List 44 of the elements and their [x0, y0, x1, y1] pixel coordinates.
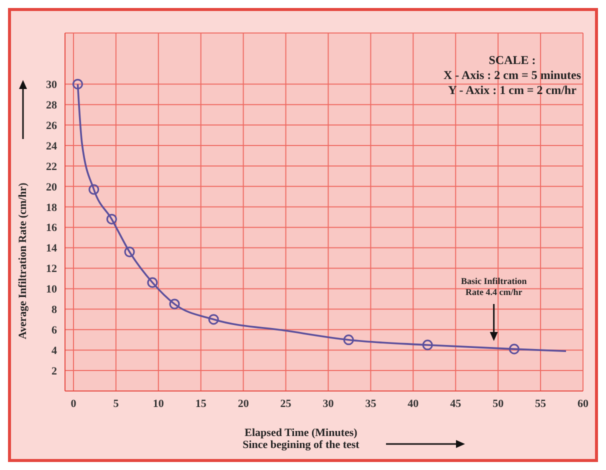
x-tick-label: 55	[535, 398, 547, 410]
x-tick-label: 30	[322, 398, 334, 410]
y-tick-label: 20	[46, 181, 58, 194]
y-tick-label: 10	[46, 284, 58, 296]
point	[72, 78, 84, 90]
y-tick-label: 2	[52, 365, 58, 378]
point	[169, 298, 180, 310]
y-tick-label: 18	[46, 202, 58, 214]
x-tick-label: 5	[113, 398, 120, 410]
point	[106, 214, 118, 224]
y-tick-label: 22	[46, 160, 58, 173]
y-tick-label: 8	[52, 304, 58, 316]
x-tick-label: 25	[280, 398, 292, 410]
x-tick-label: 0	[70, 398, 77, 410]
point	[343, 334, 354, 346]
y-tick-label: 6	[52, 324, 58, 337]
y-tick-label: 12	[46, 263, 58, 276]
annotation: X - Axis : 2 cm = 5 minutes	[444, 68, 581, 83]
x-tick-label: 60	[578, 398, 589, 410]
y-tick-label: 30	[46, 79, 58, 92]
y-tick-label: 14	[46, 242, 58, 255]
point	[147, 277, 158, 288]
annotation: SCALE :	[488, 53, 537, 68]
x-axis-title: Elapsed Time (Minutes) Since begining of the test	[242, 427, 360, 451]
point	[208, 314, 219, 325]
y-tick-label: 24	[46, 140, 58, 152]
y-axis-title: Average Infiltration Rate (cm/hr)	[17, 182, 29, 340]
y-tick-label: 4	[52, 344, 58, 357]
x-tick-label: 50	[492, 398, 504, 410]
x-tick-label: 15	[195, 398, 207, 410]
point	[124, 246, 135, 258]
y-tick-label: 28	[46, 100, 58, 112]
point	[508, 344, 520, 354]
x-tick-label: 45	[450, 398, 462, 410]
annotation: Y - Axix : 1 cm = 2 cm/hr	[447, 83, 578, 98]
x-tick-label: 20	[238, 398, 250, 410]
y-tick-label: 16	[46, 222, 58, 234]
annotation: Basic Infiltration Rate 4.4 cm/hr	[460, 276, 527, 297]
point	[422, 340, 433, 350]
x-tick-label: 10	[152, 398, 164, 410]
point	[88, 184, 100, 195]
y-tick-label: 26	[46, 120, 58, 132]
x-tick-label: 40	[408, 398, 420, 410]
x-tick-label: 35	[365, 398, 377, 410]
